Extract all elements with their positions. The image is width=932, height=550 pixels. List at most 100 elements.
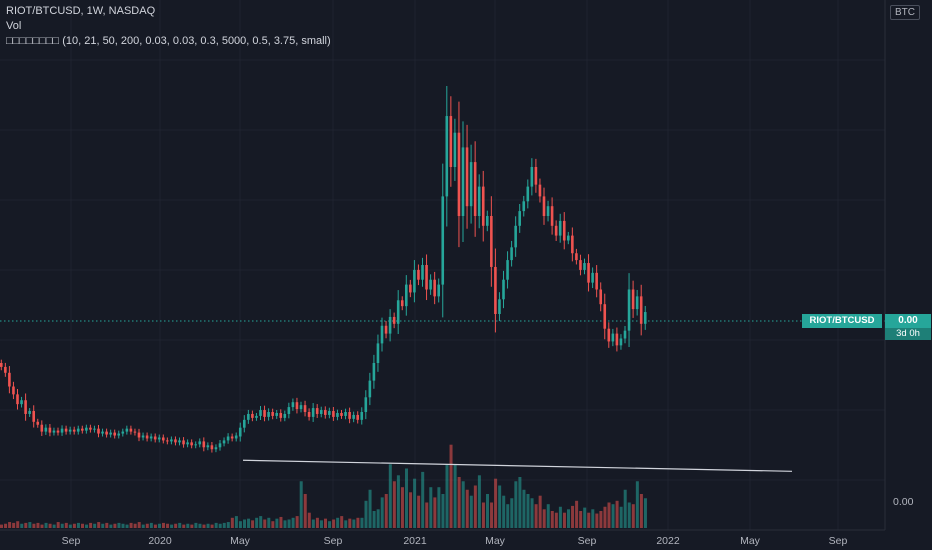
volume-bar [481, 502, 485, 528]
candle-body [498, 299, 501, 314]
candle-body [113, 432, 116, 436]
volume-bar [182, 524, 186, 528]
volume-bar [623, 489, 627, 528]
candle-body [255, 415, 258, 418]
volume-bar [251, 520, 255, 528]
chart-legend: RIOT/BTCUSD, 1W, NASDAQ Vol □□□□□□□□ (10… [6, 4, 331, 49]
time-axis-tick-label: 2022 [656, 535, 680, 547]
volume-bar [255, 517, 259, 528]
candle-body [530, 167, 534, 187]
candle-body [392, 316, 396, 324]
symbol-title[interactable]: RIOT/BTCUSD, 1W, NASDAQ [6, 5, 156, 17]
candle-body [137, 432, 141, 438]
volume-bar [214, 522, 218, 528]
currency-badge[interactable]: BTC [890, 5, 920, 20]
candle-body [145, 435, 149, 439]
candle-body [417, 269, 420, 280]
time-axis-tick-label: Sep [324, 535, 343, 547]
candle-body [125, 428, 129, 432]
candle-body [291, 402, 295, 408]
candle-body [481, 186, 485, 226]
candle-body [575, 253, 578, 261]
candle-body [595, 272, 598, 290]
volume-bar [490, 502, 494, 528]
volume-bar [388, 464, 392, 528]
volume-bar [457, 477, 461, 528]
candle-body [522, 201, 526, 212]
volume-bar [20, 523, 24, 528]
candle-body [149, 436, 153, 439]
volume-bar [287, 519, 291, 528]
candle-body [449, 116, 453, 167]
volume-bar [275, 518, 279, 528]
volume-bar [364, 500, 368, 528]
candle-body [453, 132, 457, 167]
candle-body [380, 325, 384, 344]
volume-bar [157, 523, 161, 528]
volume-bar [303, 494, 307, 528]
candle-body [352, 414, 355, 419]
volume-bar [60, 523, 64, 528]
volume-bar [380, 497, 384, 528]
candle-body [457, 132, 461, 216]
candle-body [599, 289, 602, 305]
time-axis-tick-label: May [485, 535, 506, 547]
volume-bar [437, 487, 441, 528]
volume-bar [522, 489, 526, 528]
candle-body [117, 433, 121, 436]
time-axis-tick-label: Sep [578, 535, 597, 547]
candle-body [141, 435, 145, 438]
candle-body [303, 405, 307, 412]
candle-body [174, 439, 177, 443]
volume-bar [125, 524, 129, 528]
volume-bar [190, 524, 194, 528]
candle-body [490, 216, 493, 267]
candle-body [611, 333, 615, 342]
volume-bar [332, 519, 336, 528]
volume-bar [170, 524, 174, 528]
volume-bar [198, 523, 202, 528]
candle-body [311, 408, 315, 417]
volume-indicator-label[interactable]: Vol [6, 20, 22, 32]
volume-bar [376, 509, 380, 528]
candle-body [429, 279, 432, 290]
volume-bar [243, 519, 246, 528]
volume-bar [445, 464, 449, 528]
candle-body [162, 437, 165, 441]
custom-indicator-label[interactable]: □□□□□□□□ (10, 21, 50, 200, 0.03, 0.03, 0… [6, 35, 331, 47]
volume-bar [595, 513, 599, 528]
volume-bar [518, 477, 522, 528]
candle-body [587, 263, 590, 283]
candle-body [631, 289, 635, 310]
volume-bar [178, 522, 182, 528]
candle-body [36, 421, 40, 425]
volume-bar [498, 485, 502, 528]
candle-body [396, 300, 400, 324]
candle-body [105, 431, 108, 435]
candle-body [643, 312, 647, 324]
bar-countdown-label: 3d 0h [885, 328, 931, 340]
volume-bar [542, 509, 546, 528]
candle-body [526, 186, 530, 202]
volume-bar [145, 523, 149, 528]
volume-bar [587, 512, 591, 528]
candle-body [210, 445, 214, 450]
volume-bar [510, 498, 514, 528]
volume-bar [461, 481, 465, 528]
volume-bar [222, 522, 226, 528]
volume-bar [64, 522, 68, 528]
volume-bar [591, 509, 595, 528]
candle-body [230, 436, 234, 439]
volume-bars [0, 444, 647, 528]
candle-body [178, 440, 181, 443]
candle-body [206, 445, 210, 448]
volume-bar [121, 523, 125, 528]
candle-body [93, 428, 96, 430]
volume-bar [247, 518, 251, 528]
candle-body [538, 184, 542, 197]
volume-bar [400, 487, 404, 528]
volume-bar [153, 524, 157, 528]
candle-body [376, 343, 380, 363]
candle-body [562, 220, 566, 241]
